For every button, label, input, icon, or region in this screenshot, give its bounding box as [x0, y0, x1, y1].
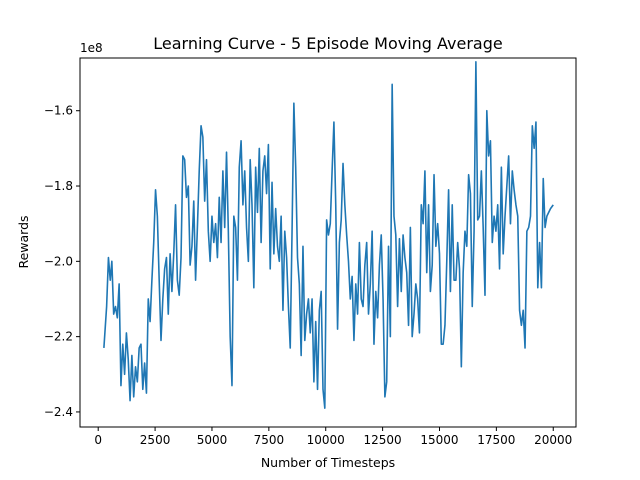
y-tick-label: −1.8 — [44, 179, 73, 193]
x-tick-label: 10000 — [307, 433, 345, 447]
plot-area — [103, 60, 554, 409]
x-tick-label: 15000 — [420, 433, 458, 447]
x-tick-label: 20000 — [534, 433, 572, 447]
x-tick-label: 5000 — [197, 433, 228, 447]
y-tick-label: −2.4 — [44, 405, 73, 419]
x-axis-label: Number of Timesteps — [261, 455, 395, 470]
x-tick-label: 2500 — [140, 433, 171, 447]
y-tick-label: −1.6 — [44, 104, 73, 118]
y-offset-label: 1e8 — [80, 41, 103, 55]
y-axis-ticks: −2.4 −2.2 −2.0 −1.8 −1.6 — [44, 104, 80, 419]
x-tick-label: 0 — [94, 433, 102, 447]
axes-frame — [79, 57, 577, 428]
y-axis-label: Rewards — [16, 215, 31, 268]
x-tick-label: 12500 — [364, 433, 402, 447]
x-axis-ticks: 0 2500 5000 7500 10000 12500 15000 17500 20000 — [94, 427, 572, 447]
y-tick-label: −2.2 — [44, 330, 73, 344]
y-tick-label: −2.0 — [44, 254, 73, 268]
x-tick-label: 7500 — [254, 433, 285, 447]
series-line-0 — [103, 60, 554, 409]
chart-title: Learning Curve - 5 Episode Moving Averag… — [153, 34, 502, 53]
x-tick-label: 17500 — [477, 433, 515, 447]
